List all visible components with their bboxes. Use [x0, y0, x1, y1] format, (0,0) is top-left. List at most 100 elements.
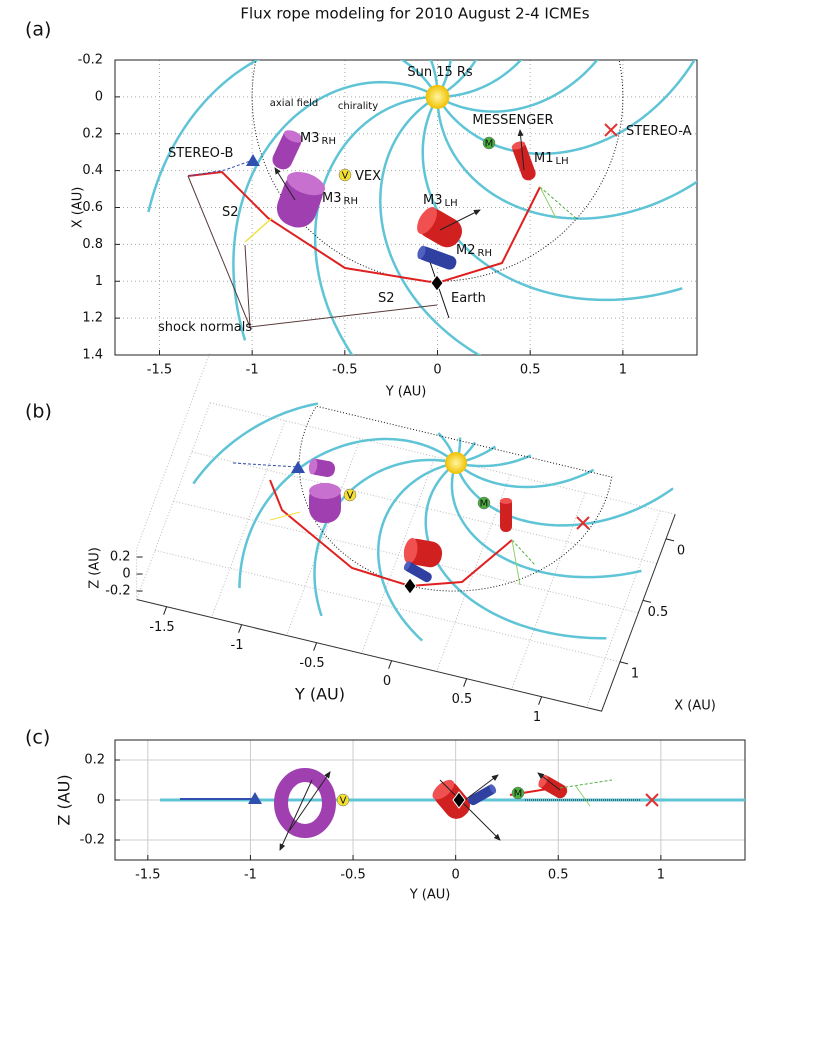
x-axis-label: X (AU)	[674, 699, 716, 714]
annotation: M3 RH	[322, 191, 358, 208]
axis-arrow	[464, 774, 499, 801]
annotation-text: M2	[456, 243, 476, 258]
shock-normal	[539, 186, 557, 219]
z-axis-label: Z (AU)	[88, 547, 103, 589]
parker-spiral	[377, 464, 448, 642]
annotation: S2	[222, 205, 239, 220]
annotation: V	[347, 491, 354, 502]
connector	[187, 159, 254, 177]
annotation: chirality	[338, 101, 378, 112]
axis-arrow	[289, 771, 331, 831]
shock-normal	[574, 784, 591, 807]
rope-cap	[309, 483, 341, 499]
annotation: M1 LH	[534, 151, 569, 168]
annotation-sub: RH	[344, 196, 358, 207]
parker-spiral	[464, 454, 532, 468]
annotation-text: M1	[534, 151, 554, 166]
stereo-a	[576, 516, 590, 530]
shock-front	[269, 479, 513, 588]
grid-line	[586, 510, 661, 708]
annotation-text: VEX	[355, 169, 381, 184]
y-tick-label: -1	[231, 638, 244, 653]
rope-cap	[417, 206, 437, 235]
spacecraft	[482, 136, 496, 150]
axis-arrow	[439, 779, 501, 841]
y-tick-label: 0.5	[452, 692, 473, 707]
flux-rope	[403, 561, 432, 583]
flux-rope	[272, 130, 303, 170]
grid-line	[211, 420, 286, 618]
annotation: MESSENGER	[472, 113, 553, 128]
rope-cap	[403, 561, 411, 571]
box-edge	[136, 351, 211, 600]
plot-frame	[114, 59, 698, 356]
tick-mark	[313, 642, 318, 651]
rope-cap	[432, 779, 455, 800]
x-tick-label: -1.5	[135, 868, 160, 883]
spacecraft	[477, 496, 491, 510]
y-axis-label: Y (AU)	[294, 685, 345, 704]
connector	[232, 462, 299, 468]
annotation: V	[340, 796, 347, 807]
annotation-sub: RH	[478, 248, 492, 259]
x-tick-label: -1	[244, 868, 257, 883]
y-tick-label: 0.8	[82, 237, 103, 252]
stereo-b	[246, 154, 260, 166]
axis-arrow	[517, 129, 525, 171]
y-tick-label: 1	[533, 710, 541, 725]
annotation-text: M3	[300, 131, 320, 146]
figure-title: Flux rope modeling for 2010 August 2-4 I…	[240, 5, 589, 23]
rope-cap	[308, 458, 318, 475]
normal-line	[249, 304, 438, 328]
y-tick-label: 0.2	[82, 126, 103, 141]
x-tick-label: 0	[433, 363, 441, 378]
y-tick-label: 0.2	[84, 753, 105, 768]
panel-label: (a)	[25, 19, 51, 41]
annotation: Sun 15 Rs	[407, 65, 473, 80]
z-tick-label: -0.2	[105, 584, 130, 599]
annotation: M	[514, 789, 523, 800]
rope-body	[512, 141, 536, 181]
rope-cap	[500, 498, 512, 504]
flux-rope	[309, 483, 341, 523]
annotation: M2 RH	[456, 243, 492, 260]
tick-mark	[619, 661, 629, 665]
tick-mark	[163, 606, 168, 615]
box-grid	[136, 351, 676, 712]
stereo-b	[291, 461, 305, 473]
panel-label: (b)	[25, 401, 52, 423]
spacecraft	[511, 786, 525, 800]
annotation-text: axial field	[270, 98, 319, 109]
x-tick-label: -1.5	[147, 363, 172, 378]
parker-spiral	[313, 458, 448, 617]
x-tick-label: -0.5	[340, 868, 365, 883]
x-tick-label: 0.5	[548, 868, 569, 883]
parker-spiral	[464, 445, 496, 462]
flux-rope	[538, 774, 568, 799]
annotation: M3 LH	[423, 193, 458, 210]
flux-rope	[308, 458, 336, 477]
tick-mark	[642, 599, 652, 603]
spacecraft	[338, 168, 352, 182]
x-tick-label: -1	[246, 363, 259, 378]
tick-mark	[538, 696, 543, 705]
flux-rope	[432, 779, 470, 819]
flux-rope	[417, 245, 457, 270]
shock-normal	[539, 186, 578, 220]
y-tick-label: 0.6	[82, 200, 103, 215]
parker-spiral	[379, 101, 482, 355]
annotation: V	[342, 171, 349, 182]
shock-normal	[511, 539, 521, 586]
grid-line	[511, 492, 586, 690]
flux-rope	[274, 768, 336, 838]
annotation: S2	[378, 291, 395, 306]
flux-rope	[403, 537, 443, 568]
y-tick-label: 1	[95, 274, 103, 289]
annotation-text: V	[342, 171, 349, 182]
tick-mark	[388, 660, 393, 669]
rope-cap	[284, 130, 303, 143]
z-tick-label: 0.2	[110, 550, 131, 565]
x-tick-label: 0.5	[520, 363, 541, 378]
y-tick-label: 1.4	[82, 348, 103, 363]
